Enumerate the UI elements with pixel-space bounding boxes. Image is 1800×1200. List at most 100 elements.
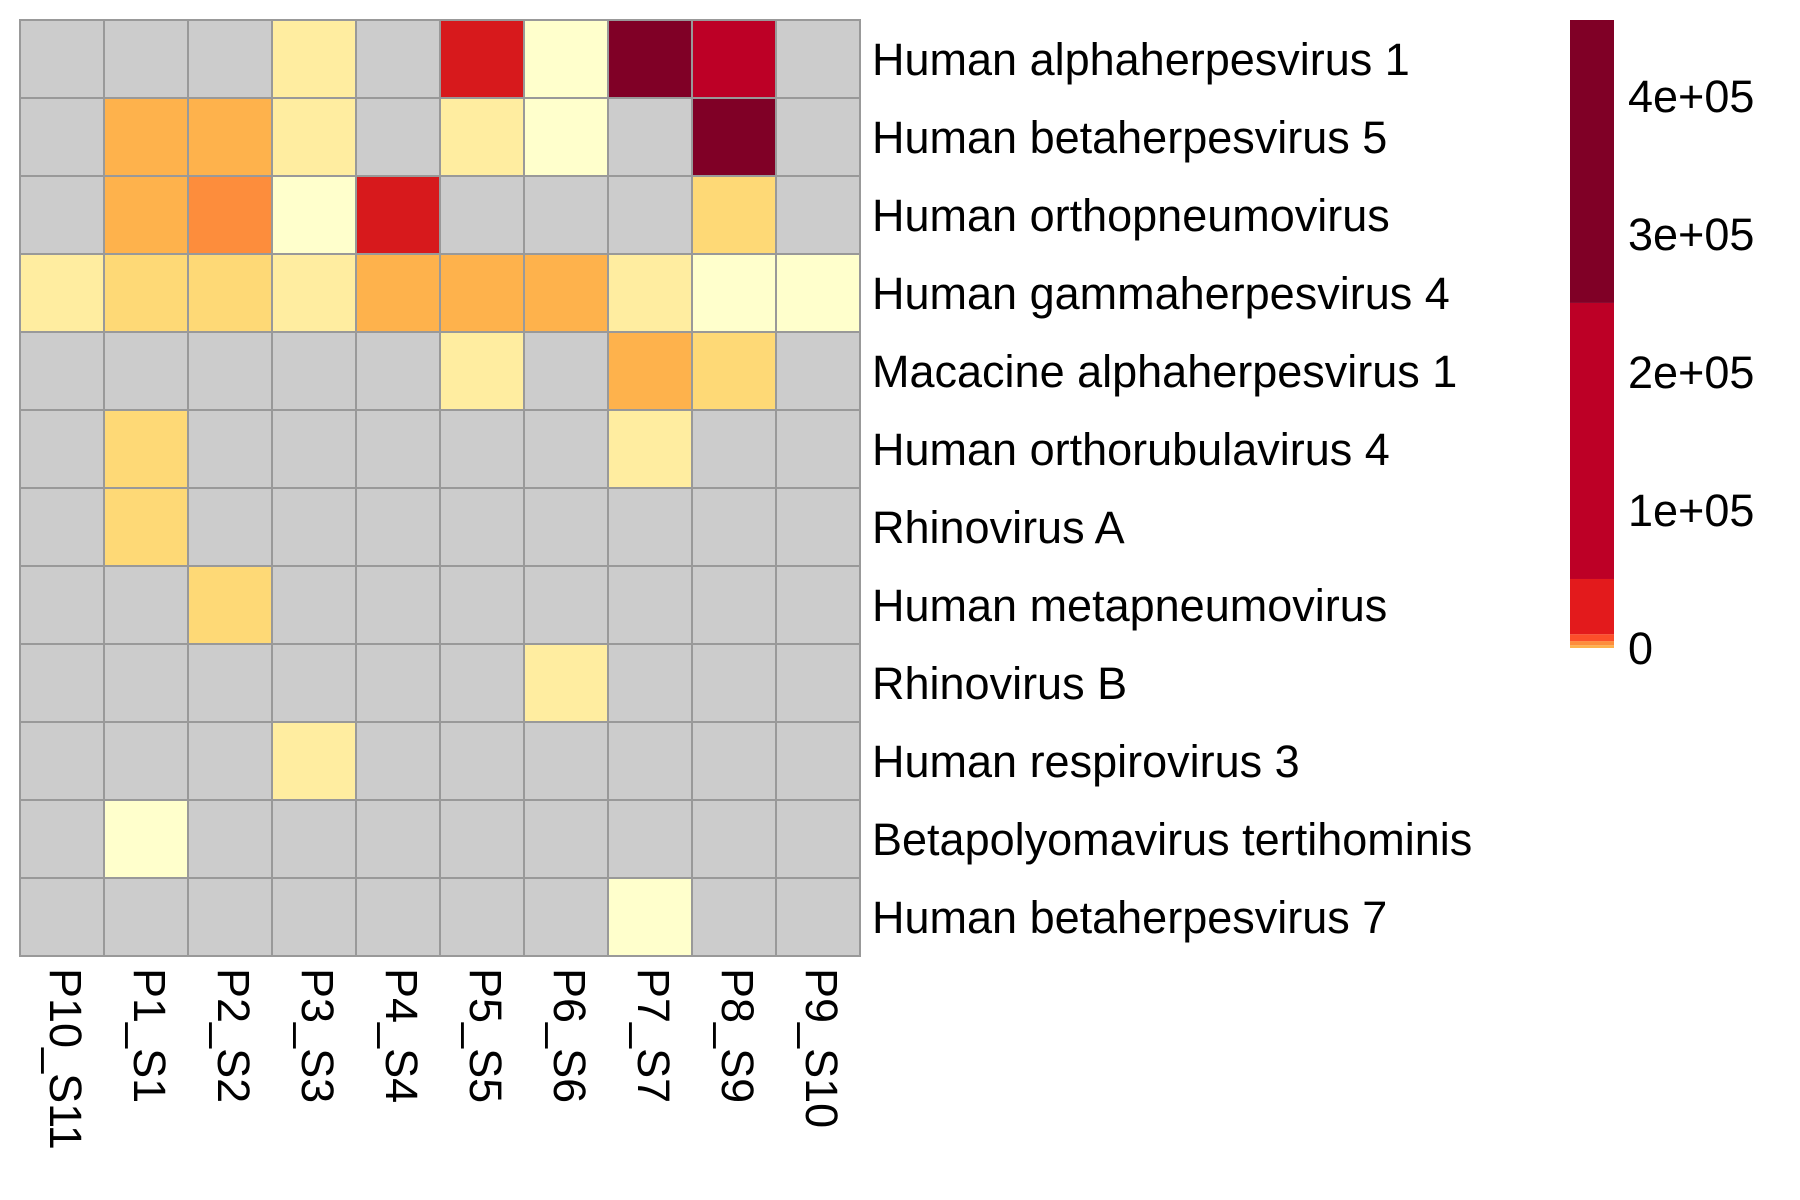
heatmap-cell xyxy=(691,409,777,489)
heatmap-cell xyxy=(607,877,693,957)
heatmap-cell xyxy=(691,721,777,801)
column-label: P3_S3 xyxy=(292,968,343,1103)
heatmap-cell xyxy=(19,721,105,801)
heatmap-cell xyxy=(103,799,189,879)
heatmap-cell xyxy=(19,565,105,645)
heatmap-cell xyxy=(271,721,357,801)
heatmap-cell xyxy=(523,565,609,645)
heatmap-cell xyxy=(691,565,777,645)
heatmap-border xyxy=(19,19,861,957)
heatmap-cell xyxy=(439,877,525,957)
legend-ticks: 0 1e+05 2e+05 3e+05 4e+05 xyxy=(1628,71,1754,674)
heatmap-cell xyxy=(19,799,105,879)
heatmap-cell xyxy=(775,565,861,645)
heatmap-cell xyxy=(355,19,441,99)
heatmap-cell xyxy=(103,97,189,177)
heatmap-cell xyxy=(523,643,609,723)
row-label: Betapolyomavirus tertihominis xyxy=(872,814,1472,865)
heatmap-cell xyxy=(103,721,189,801)
heatmap-cell xyxy=(355,97,441,177)
heatmap-cell xyxy=(19,19,105,99)
heatmap-cell xyxy=(691,331,777,411)
heatmap-cell xyxy=(103,409,189,489)
heatmap-cell xyxy=(439,253,525,333)
row-label: Human gammaherpesvirus 4 xyxy=(872,268,1450,319)
heatmap-cell xyxy=(691,487,777,567)
heatmap-cell xyxy=(775,253,861,333)
heatmap-cell xyxy=(691,19,777,99)
heatmap-cell xyxy=(355,331,441,411)
heatmap-cell xyxy=(103,331,189,411)
legend-color-segment xyxy=(1570,20,1614,303)
heatmap-cell xyxy=(187,175,273,255)
heatmap-cell xyxy=(271,877,357,957)
legend-color-segment xyxy=(1570,634,1614,642)
row-label: Human betaherpesvirus 5 xyxy=(872,112,1387,163)
heatmap-cell xyxy=(439,487,525,567)
heatmap-cell xyxy=(523,877,609,957)
heatmap-cell xyxy=(19,97,105,177)
heatmap-cell xyxy=(775,721,861,801)
heatmap-cell xyxy=(523,487,609,567)
heatmap-cell xyxy=(439,565,525,645)
column-label: P7_S7 xyxy=(628,968,679,1103)
heatmap-cell xyxy=(775,19,861,99)
heatmap-cell xyxy=(355,799,441,879)
heatmap-cell xyxy=(103,487,189,567)
heatmap-cell xyxy=(607,175,693,255)
heatmap-cell xyxy=(103,565,189,645)
row-label: Human respirovirus 3 xyxy=(872,736,1300,787)
heatmap-cell xyxy=(607,565,693,645)
heatmap-cell xyxy=(607,721,693,801)
heatmap-cell xyxy=(19,487,105,567)
column-label: P8_S9 xyxy=(712,968,763,1103)
heatmap-cell xyxy=(775,331,861,411)
heatmap-cell xyxy=(523,253,609,333)
heatmap-cell xyxy=(355,487,441,567)
heatmap-cell xyxy=(439,799,525,879)
heatmap-cells xyxy=(19,19,861,957)
heatmap-cell xyxy=(439,97,525,177)
heatmap-cell xyxy=(103,643,189,723)
heatmap-cell xyxy=(19,175,105,255)
heatmap-cell xyxy=(775,877,861,957)
legend-tick-label: 1e+05 xyxy=(1628,485,1754,536)
heatmap-cell xyxy=(271,19,357,99)
heatmap-cell xyxy=(271,799,357,879)
heatmap-cell xyxy=(19,331,105,411)
heatmap-cell xyxy=(187,253,273,333)
legend-color-segment xyxy=(1570,645,1614,648)
row-labels: Human alphaherpesvirus 1 Human betaherpes… xyxy=(872,34,1472,943)
heatmap-cell xyxy=(355,877,441,957)
heatmap-cell xyxy=(691,877,777,957)
legend-color-segment xyxy=(1570,641,1614,646)
heatmap-cell xyxy=(103,253,189,333)
column-labels: P10_S11 P1_S1 P2_S2 P3_S3 P4_S4 P5_S5 P6_S6 P7_… xyxy=(40,968,847,1150)
heatmap-cell xyxy=(691,799,777,879)
legend-tick-label: 0 xyxy=(1628,623,1653,674)
heatmap-cell xyxy=(607,487,693,567)
row-label: Rhinovirus B xyxy=(872,658,1127,709)
heatmap-cell xyxy=(187,331,273,411)
column-label: P6_S6 xyxy=(544,968,595,1103)
row-label: Human orthorubulavirus 4 xyxy=(872,424,1390,475)
row-label: Human alphaherpesvirus 1 xyxy=(872,34,1410,85)
heatmap-cell xyxy=(439,643,525,723)
heatmap-cell xyxy=(775,487,861,567)
heatmap-cell xyxy=(523,97,609,177)
legend-tick-label: 4e+05 xyxy=(1628,71,1754,122)
heatmap-cell xyxy=(271,565,357,645)
heatmap-cell xyxy=(775,409,861,489)
heatmap-cell xyxy=(775,97,861,177)
row-label: Human betaherpesvirus 7 xyxy=(872,892,1387,943)
heatmap-cell xyxy=(607,19,693,99)
heatmap-cell xyxy=(775,175,861,255)
heatmap-cell xyxy=(187,721,273,801)
heatmap-cell xyxy=(607,643,693,723)
heatmap-cell xyxy=(691,253,777,333)
legend-color-segment xyxy=(1570,578,1614,635)
legend-color-bar xyxy=(1570,20,1614,648)
heatmap-cell xyxy=(187,565,273,645)
heatmap-cell xyxy=(187,97,273,177)
